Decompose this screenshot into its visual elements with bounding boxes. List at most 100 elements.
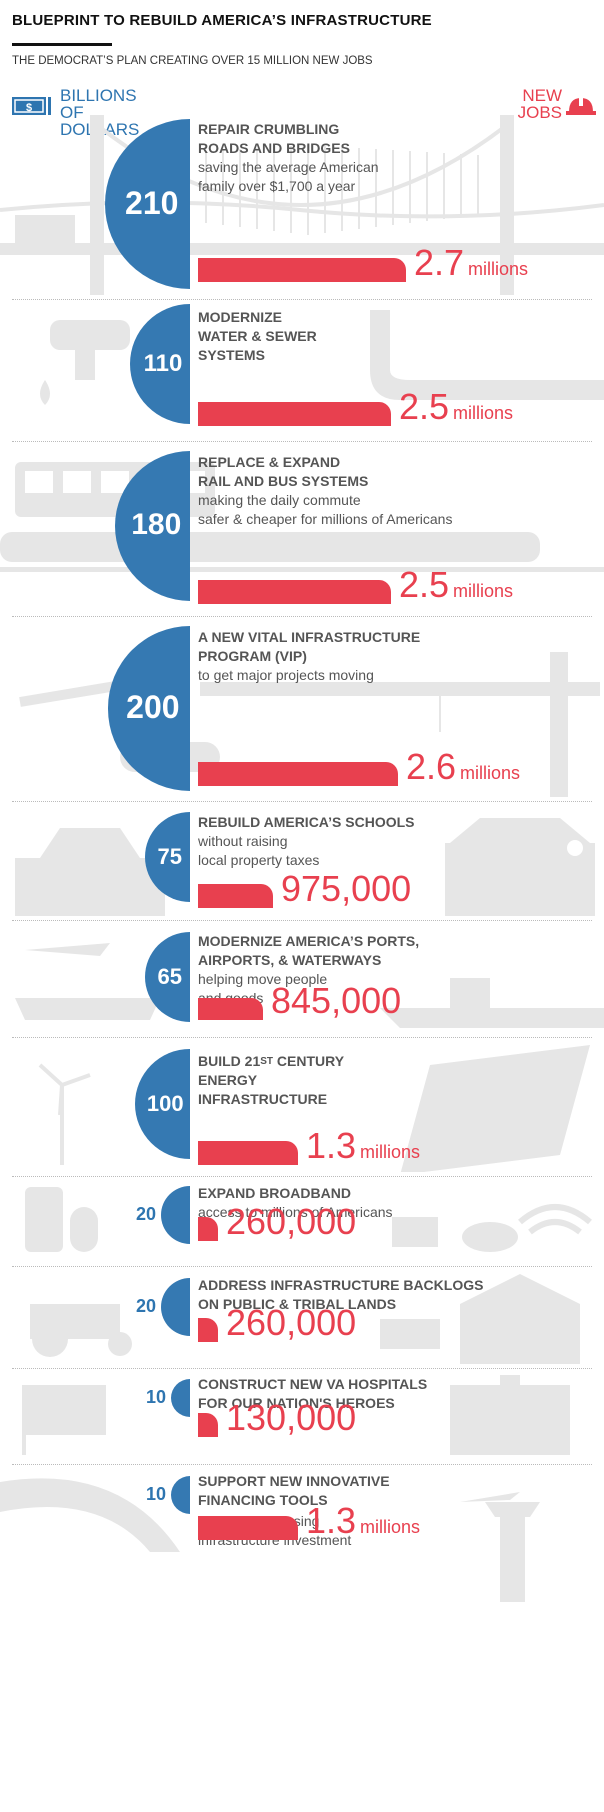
- section-item: 75 REBUILD AMERICA’S SCHOOLS without raisi…: [0, 808, 604, 916]
- jobs-number: 2.7: [414, 242, 465, 283]
- billions-value: 180: [131, 508, 182, 541]
- item-description: without raising local property taxes: [198, 833, 320, 868]
- section-divider: [12, 441, 592, 442]
- billions-value: 20: [135, 1204, 156, 1225]
- jobs-number: 260,000: [226, 1302, 357, 1343]
- jobs-unit: millions: [468, 259, 529, 279]
- item-heading: CONSTRUCT NEW VA HOSPITALS FOR OUR NATIO…: [198, 1376, 428, 1411]
- hard-hat-icon: [566, 96, 596, 115]
- item-heading: BUILD 21st CENTURY ENERGY INFRASTRUCTURE: [198, 1052, 344, 1109]
- heading-superscript: st: [260, 1056, 274, 1067]
- section-divider: [12, 299, 592, 300]
- jobs-number: 845,000: [271, 980, 402, 1021]
- background-illustration: [0, 300, 604, 442]
- jobs-unit: millions: [453, 581, 514, 601]
- jobs-value: 1.3 millions: [306, 1500, 420, 1542]
- legend-billions-text: BILLIONS OF DOLLARS: [60, 86, 139, 138]
- item-description: to get major projects moving: [198, 667, 374, 683]
- background-illustration: [0, 1045, 604, 1177]
- jobs-value: 2.5 millions: [399, 386, 513, 428]
- jobs-value: 845,000: [271, 980, 401, 1022]
- jobs-value: 2.7 millions: [414, 242, 528, 284]
- jobs-bar: [198, 1318, 218, 1342]
- svg-text:$: $: [26, 102, 32, 114]
- billions-bubble: [171, 1476, 190, 1514]
- background-illustration: [0, 1182, 604, 1267]
- heading-part: CENTURY ENERGY INFRASTRUCTURE: [198, 1053, 345, 1107]
- jobs-number: 2.5: [399, 386, 450, 427]
- section-divider: [12, 1037, 592, 1038]
- jobs-value: 2.5 millions: [399, 564, 513, 606]
- background-illustration: [0, 1375, 604, 1465]
- billions-value: 20: [135, 1296, 156, 1317]
- background-illustration: [0, 808, 604, 921]
- billions-value: 65: [157, 963, 182, 989]
- item-description: making the daily commute safer & cheaper…: [198, 492, 453, 527]
- item-heading: ADDRESS INFRASTRUCTURE BACKLOGS ON PUBLI…: [198, 1277, 484, 1312]
- section-divider: [12, 1464, 592, 1465]
- jobs-bar: [198, 1516, 298, 1540]
- jobs-value: 260,000: [226, 1201, 356, 1243]
- jobs-number: 2.5: [399, 564, 450, 605]
- background-illustration: [0, 1472, 604, 1797]
- item-heading: EXPAND BROADBAND: [198, 1185, 351, 1201]
- billions-bubble: [171, 1379, 190, 1417]
- jobs-value: 975,000: [281, 868, 411, 910]
- money-stack-icon: $: [12, 97, 51, 115]
- section-item: 20 ADDRESS INFRASTRUCTURE BACKLOGS ON PUB…: [0, 1274, 604, 1364]
- section-divider: [12, 1368, 592, 1369]
- billions-value: 100: [146, 1090, 184, 1116]
- jobs-bar: [198, 1217, 218, 1241]
- section-item: 10 SUPPORT NEW INNOVATIVE FINANCING TOOLS…: [0, 1472, 604, 1792]
- billions-value: 200: [126, 689, 180, 726]
- section-item: 20 EXPAND BROADBAND access to millions of …: [0, 1182, 604, 1262]
- jobs-bar: [198, 258, 406, 282]
- jobs-value: 130,000: [226, 1397, 356, 1439]
- jobs-unit: millions: [453, 403, 514, 423]
- item-description: saving the average American family over …: [198, 159, 379, 194]
- section-item: 210 REPAIR CRUMBLING ROADS AND BRIDGES sav…: [0, 115, 604, 295]
- billions-value: 10: [145, 1387, 166, 1408]
- jobs-bar: [198, 998, 263, 1020]
- jobs-value: 2.6 millions: [406, 746, 520, 788]
- jobs-unit: millions: [360, 1517, 421, 1537]
- item-heading: REBUILD AMERICA’S SCHOOLS: [198, 814, 415, 830]
- section-item: 110 MODERNIZE WATER & SEWER SYSTEMS 2.5 mil…: [0, 300, 604, 437]
- item-heading: A NEW VITAL INFRASTRUCTURE PROGRAM (VIP): [198, 629, 421, 664]
- billions-value: 10: [145, 1484, 166, 1505]
- section-item: 200 A NEW VITAL INFRASTRUCTURE PROGRAM (V…: [0, 622, 604, 827]
- background-illustration: [0, 928, 604, 1038]
- legend-jobs-text: NEW JOBS: [517, 86, 562, 122]
- section-divider: [12, 1266, 592, 1267]
- jobs-number: 975,000: [281, 868, 412, 909]
- item-heading: REPAIR CRUMBLING ROADS AND BRIDGES: [198, 121, 350, 156]
- section-item: 100 BUILD 21st CENTURY ENERGY INFRASTRUCT…: [0, 1045, 604, 1175]
- section-item: 180 REPLACE & EXPAND RAIL AND BUS SYSTEMS…: [0, 447, 604, 612]
- legend-billions-label: BILLIONS OF DOLLARS: [60, 87, 139, 138]
- jobs-number: 260,000: [226, 1201, 357, 1242]
- item-heading: REPLACE & EXPAND RAIL AND BUS SYSTEMS: [198, 454, 369, 489]
- jobs-unit: millions: [460, 763, 521, 783]
- jobs-value: 1.3 millions: [306, 1125, 420, 1167]
- page-title: BLUEPRINT TO REBUILD AMERICA’S INFRASTRU…: [12, 12, 432, 29]
- item-description: access to millions of Americans: [198, 1204, 393, 1220]
- jobs-bar: [198, 580, 391, 604]
- heading-part: BUILD 21: [198, 1053, 261, 1069]
- section-divider: [12, 920, 592, 921]
- jobs-bar: [198, 884, 273, 908]
- item-heading: MODERNIZE AMERICA’S PORTS, AIRPORTS, & W…: [198, 933, 420, 968]
- title-underline: [12, 43, 112, 46]
- section-item: 10 CONSTRUCT NEW VA HOSPITALS FOR OUR NAT…: [0, 1375, 604, 1460]
- item-heading: SUPPORT NEW INNOVATIVE FINANCING TOOLS: [198, 1473, 390, 1508]
- jobs-number: 1.3: [306, 1500, 357, 1541]
- section-divider: [12, 1176, 592, 1177]
- jobs-bar: [198, 762, 398, 786]
- jobs-value: 260,000: [226, 1302, 356, 1344]
- section-divider: [12, 801, 592, 802]
- jobs-bar: [198, 402, 391, 426]
- background-illustration: [0, 1274, 604, 1369]
- billions-value: 75: [157, 843, 182, 869]
- billions-value: 210: [125, 184, 179, 221]
- section-item: 65 MODERNIZE AMERICA’S PORTS, AIRPORTS, &…: [0, 928, 604, 1033]
- jobs-number: 2.6: [406, 746, 457, 787]
